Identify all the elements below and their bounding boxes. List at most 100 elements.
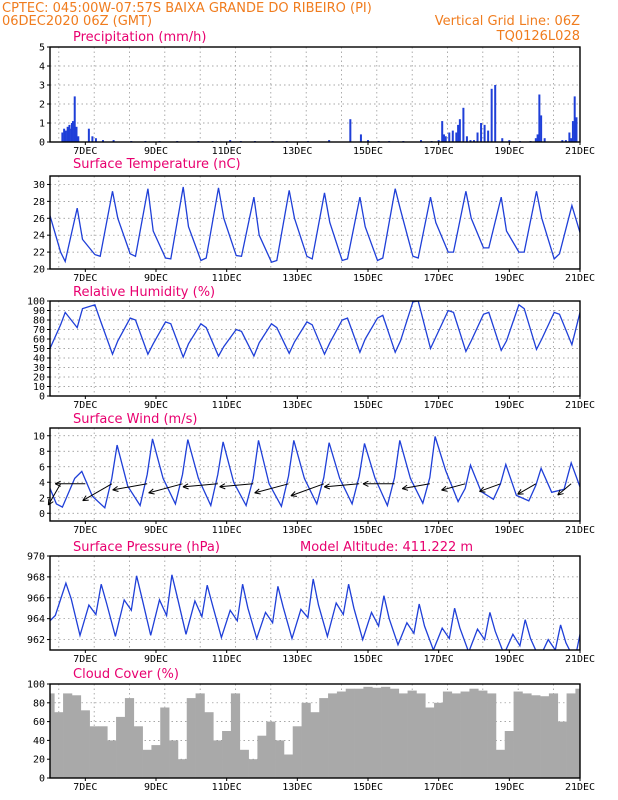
x-tick-label: 7DEC (73, 400, 97, 411)
cloud-bar (425, 707, 435, 778)
panel-title-temp: Surface Temperature (nC) (73, 157, 241, 172)
cloud-bar (566, 693, 576, 778)
precip-bar (469, 140, 472, 142)
x-tick-label: 7DEC (73, 273, 97, 284)
cloud-bar (71, 695, 82, 778)
x-tick-label: 17DEC (424, 400, 454, 411)
frame-press (49, 555, 581, 651)
precip-bar (94, 138, 97, 142)
precip-bar (534, 138, 537, 142)
precip-bar (476, 132, 479, 142)
cloud-bar (230, 693, 241, 778)
y-tick-label: 10 (33, 382, 45, 393)
x-tick-label: 13DEC (282, 525, 312, 536)
cloud-bar (222, 731, 232, 778)
cloud-bar (266, 721, 276, 778)
precip-bar (508, 140, 511, 142)
series-line-wind (50, 436, 580, 510)
series-line-rh (50, 301, 580, 359)
x-tick-label: 15DEC (353, 525, 383, 536)
cloud-bar (107, 740, 117, 778)
wind-arrow (362, 480, 395, 487)
cloud-bar (451, 693, 461, 778)
precip-bar (575, 117, 578, 142)
data-precip (61, 85, 578, 142)
cloud-bar (54, 712, 64, 778)
precip-bar (480, 123, 483, 142)
cloud-bar (389, 688, 400, 778)
y-tick-label: 26 (33, 214, 45, 225)
y-tick-label: 4 (39, 478, 45, 489)
precip-bar (442, 134, 445, 142)
cloud-bar (257, 735, 267, 778)
y-tick-label: 3 (39, 81, 45, 92)
x-tick-label: 15DEC (353, 654, 383, 665)
header-run-date: 06DEC2020 06Z (GMT) (2, 14, 152, 29)
frame-precip (49, 46, 581, 143)
cloud-bar (363, 686, 373, 778)
cloud-bar (416, 693, 426, 778)
y-tick-label: 5 (39, 43, 45, 54)
x-tick-label: 21DEC (565, 146, 595, 157)
cloud-bar (63, 693, 73, 778)
panel-wind: 0 2 4 6 8 10 7DEC 9DEC 11DEC 13DEC 15DEC 17DEC 19DEC… (33, 412, 595, 536)
x-tick-label: 9DEC (144, 782, 168, 793)
y-tick-label: 30 (33, 363, 45, 374)
cloud-bar (151, 745, 161, 778)
cloud-bar (487, 693, 497, 778)
panel-precip: 0 1 2 3 4 5 7DEC 9DEC 11DEC 13DEC 15DEC 17DEC 19DEC 2… (39, 30, 595, 157)
cloud-bar (522, 693, 532, 778)
precip-bar (543, 138, 546, 142)
y-tick-label: 50 (33, 344, 45, 355)
y-tick-label: 20 (33, 265, 45, 276)
precip-bar (64, 130, 67, 142)
y-tick-label: 2 (39, 493, 45, 504)
wind-arrow (290, 483, 325, 497)
precip-bar (70, 123, 73, 142)
x-tick-label: 7DEC (73, 146, 97, 157)
precip-bar (487, 130, 490, 142)
y-tick-label: 6 (39, 462, 45, 473)
cloud-bar (319, 698, 329, 778)
y-tick-label: 80 (33, 698, 45, 709)
x-tick-label: 21DEC (565, 525, 595, 536)
x-tick-label: 13DEC (282, 146, 312, 157)
cloud-bar (204, 712, 214, 778)
cloud-bar (328, 693, 338, 778)
cloud-bar (98, 726, 108, 778)
precip-bar (571, 121, 574, 142)
precip-bar (102, 140, 104, 142)
x-tick-label: 9DEC (144, 273, 168, 284)
panel-temp: 20 22 24 26 28 30 7DEC 9DEC 11DEC 13DEC 15DEC 17DEC… (33, 157, 595, 284)
y-tick-label: 100 (27, 680, 45, 691)
cloud-bar (116, 716, 126, 778)
y-tick-label: 968 (27, 572, 45, 583)
cloud-bar (195, 693, 205, 778)
data-temp (50, 186, 580, 264)
x-tick-label: 15DEC (353, 146, 383, 157)
cloud-bar (186, 698, 196, 778)
y-tick-label: 0 (39, 392, 45, 403)
precip-bar (91, 136, 94, 142)
precip-bar (349, 119, 352, 142)
x-tick-label: 13DEC (282, 273, 312, 284)
cloud-bar (504, 731, 514, 778)
x-tick-label: 9DEC (144, 654, 168, 665)
x-tick-label: 15DEC (353, 782, 383, 793)
y-tick-label: 24 (33, 231, 45, 242)
precip-bar (71, 121, 74, 142)
x-tick-label: 11DEC (212, 525, 242, 536)
cloud-bar (557, 721, 567, 778)
precip-bar (448, 132, 451, 142)
wind-arrow (557, 483, 572, 496)
cloud-bar (177, 759, 188, 778)
wind-arrow (517, 483, 537, 495)
precip-bar (483, 124, 486, 142)
wind-arrow (55, 480, 86, 487)
cloud-bar (381, 686, 391, 778)
cloud-bar (169, 740, 179, 778)
precip-bar (441, 121, 444, 142)
y-tick-label: 0 (39, 509, 45, 520)
panel-title-wind: Surface Wind (m/s) (73, 412, 197, 427)
data-rh (50, 301, 580, 359)
